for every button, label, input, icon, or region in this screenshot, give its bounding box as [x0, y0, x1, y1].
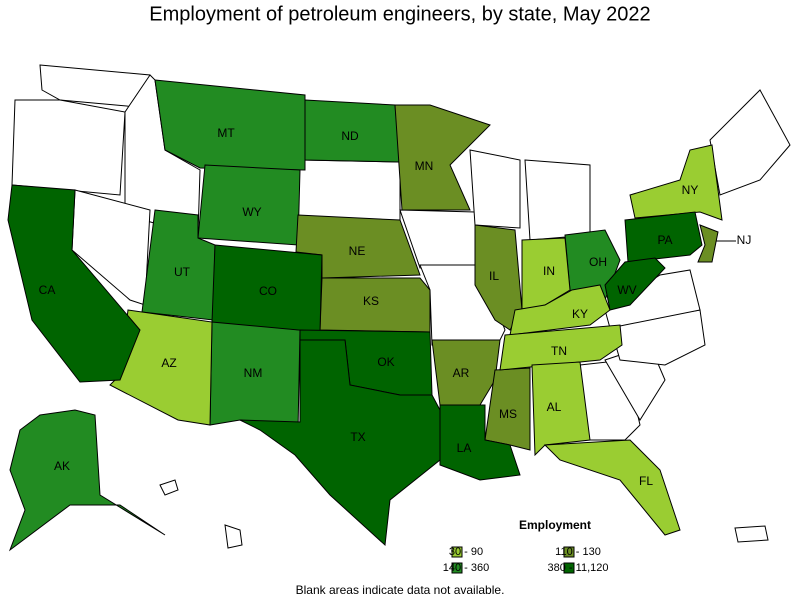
- state-label: IN: [543, 264, 555, 278]
- state-label: KY: [572, 307, 588, 321]
- state-label: NE: [349, 244, 366, 258]
- state-shape: [624, 211, 703, 263]
- state-label: UT: [174, 265, 191, 279]
- state-label: IL: [489, 269, 499, 283]
- legend: 30 - 90 140 - 360 110 - 130 380 - 11,120: [443, 546, 609, 574]
- state-shape: [239, 339, 441, 547]
- state-label: KS: [363, 294, 379, 308]
- state-label: ND: [341, 129, 359, 143]
- state-blank: [469, 149, 521, 229]
- state-shape: [531, 361, 591, 457]
- legend-swatch: [563, 562, 575, 574]
- legend-swatch: [451, 546, 463, 558]
- state-blank: [11, 99, 126, 196]
- state-blank: [224, 524, 243, 549]
- state-shape: [439, 404, 521, 481]
- legend-label: 140 - 360: [443, 562, 489, 574]
- state-shape: [543, 439, 681, 536]
- legend-swatch: [451, 562, 463, 574]
- state-blank: [524, 159, 591, 241]
- state-blank: [734, 525, 769, 543]
- state-label: OH: [589, 255, 607, 269]
- state-label: LA: [457, 441, 472, 455]
- state-label: AR: [453, 366, 470, 380]
- state-label: CO: [259, 284, 277, 298]
- state-label: AK: [54, 459, 70, 473]
- legend-label: 30 - 90: [449, 546, 483, 558]
- state-shape: [8, 409, 166, 552]
- state-label: WY: [242, 205, 261, 219]
- legend-swatch: [563, 546, 575, 558]
- state-label: WV: [617, 283, 636, 297]
- state-blank: [159, 479, 179, 496]
- state-shape: [604, 257, 666, 311]
- state-shape: [154, 79, 306, 171]
- footnote: Blank areas indicate data not available.: [296, 583, 505, 597]
- state-shape: [474, 224, 523, 331]
- state-label: FL: [639, 474, 653, 488]
- state-label: AZ: [161, 356, 176, 370]
- state-label: AL: [547, 400, 562, 414]
- states: [7, 79, 723, 552]
- state-label: TX: [350, 430, 365, 444]
- state-shape: [499, 324, 623, 371]
- state-shape: [7, 184, 141, 383]
- state-shape: [697, 224, 719, 263]
- state-shape: [431, 339, 501, 406]
- legend-label: 110 - 130: [555, 546, 601, 558]
- state-label: OK: [377, 355, 394, 369]
- state-shape: [394, 104, 491, 211]
- state-shape: [629, 144, 723, 221]
- state-label: PA: [657, 233, 672, 247]
- state-label: MN: [415, 159, 434, 173]
- state-shape: [484, 367, 531, 451]
- state-label: MT: [217, 126, 235, 140]
- legend-label: 380 - 11,120: [548, 562, 609, 574]
- state-label: TN: [551, 344, 567, 358]
- state-label: NM: [244, 366, 263, 380]
- state-blank: [709, 89, 791, 196]
- state-label: CA: [39, 283, 56, 297]
- state-labels: MT ND WY UT NM OH AK MN NE KS IL AR MS N…: [39, 126, 752, 488]
- state-label: MS: [499, 407, 517, 421]
- state-label: NY: [682, 183, 699, 197]
- state-blank: [39, 64, 151, 109]
- map-title: Employment of petroleum engineers, by st…: [149, 3, 650, 25]
- state-label: NJ: [737, 233, 752, 247]
- legend-title: Employment: [519, 518, 591, 532]
